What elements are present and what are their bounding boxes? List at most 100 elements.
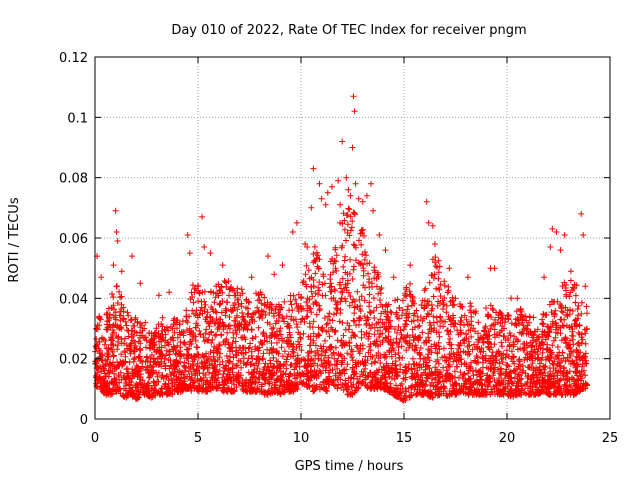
data-point — [426, 337, 433, 344]
data-point — [290, 341, 297, 348]
data-point — [339, 138, 346, 145]
data-point — [245, 298, 252, 305]
data-point — [361, 313, 368, 320]
data-point — [475, 319, 482, 326]
data-point — [184, 319, 191, 326]
data-point — [240, 313, 247, 320]
data-point — [499, 343, 505, 350]
data-point — [219, 262, 226, 269]
data-point — [132, 314, 139, 321]
data-point — [238, 364, 245, 371]
data-point — [531, 391, 538, 398]
data-point — [259, 315, 266, 321]
data-point — [517, 306, 524, 313]
data-point — [529, 380, 536, 387]
data-point — [332, 265, 339, 272]
data-point — [331, 362, 338, 368]
data-point — [226, 348, 233, 355]
data-point — [366, 291, 373, 298]
data-point — [120, 360, 126, 367]
data-point — [190, 299, 197, 306]
data-point — [344, 350, 351, 357]
data-point — [207, 349, 214, 355]
data-point — [326, 373, 333, 380]
data-point — [402, 376, 409, 383]
data-point — [347, 375, 354, 382]
data-point — [118, 268, 125, 275]
data-point — [422, 383, 429, 390]
data-point — [496, 332, 502, 339]
data-point — [192, 353, 199, 360]
data-point — [330, 269, 337, 276]
data-point — [324, 320, 331, 327]
data-point — [393, 311, 400, 318]
data-point — [351, 310, 358, 317]
data-point — [277, 325, 284, 332]
data-point — [262, 360, 269, 367]
data-point — [318, 195, 325, 202]
data-point — [482, 389, 489, 396]
data-point — [539, 388, 545, 395]
data-point — [104, 353, 111, 360]
data-point — [303, 262, 310, 269]
data-point — [202, 362, 209, 369]
data-point — [171, 345, 178, 352]
data-point — [114, 283, 120, 289]
data-point — [117, 312, 124, 319]
data-point — [93, 336, 100, 342]
data-point — [447, 335, 453, 342]
data-point — [371, 315, 378, 321]
data-point — [523, 325, 530, 332]
data-point — [582, 283, 589, 290]
data-point — [474, 343, 481, 350]
data-point — [495, 391, 501, 398]
data-point — [139, 327, 146, 334]
data-point — [351, 211, 358, 218]
data-point — [234, 285, 241, 292]
data-point — [358, 293, 365, 300]
data-point — [111, 386, 118, 393]
data-point — [356, 237, 362, 244]
data-point — [344, 271, 351, 278]
data-point — [483, 305, 489, 311]
data-point — [326, 316, 333, 323]
data-point — [323, 328, 330, 335]
data-point — [214, 326, 221, 333]
data-point — [268, 340, 275, 346]
data-point — [557, 247, 564, 254]
data-point — [569, 336, 576, 343]
data-point — [456, 342, 463, 349]
data-point — [223, 353, 230, 359]
data-point — [366, 284, 373, 291]
data-point — [164, 324, 170, 331]
data-point — [158, 353, 165, 360]
data-point — [387, 384, 394, 391]
data-point — [484, 372, 491, 379]
data-point — [249, 316, 256, 323]
data-point — [358, 260, 365, 267]
data-point — [294, 355, 301, 362]
data-point — [443, 309, 450, 316]
data-point — [438, 385, 445, 391]
data-point — [230, 307, 236, 314]
data-point — [397, 382, 404, 389]
data-point — [128, 387, 135, 393]
data-point — [445, 331, 452, 338]
data-point — [497, 329, 504, 335]
data-point — [432, 263, 439, 270]
data-point — [148, 336, 155, 343]
data-point — [284, 353, 291, 360]
data-point — [303, 299, 310, 306]
data-point — [96, 376, 103, 383]
data-point — [108, 378, 115, 384]
data-point — [273, 303, 280, 310]
data-point — [356, 296, 363, 303]
data-point — [549, 380, 556, 387]
data-point — [260, 350, 267, 357]
data-point — [554, 330, 561, 337]
data-point — [573, 282, 580, 289]
data-point — [377, 290, 384, 297]
data-point — [297, 334, 304, 341]
data-point — [466, 385, 473, 392]
data-point — [103, 321, 110, 328]
